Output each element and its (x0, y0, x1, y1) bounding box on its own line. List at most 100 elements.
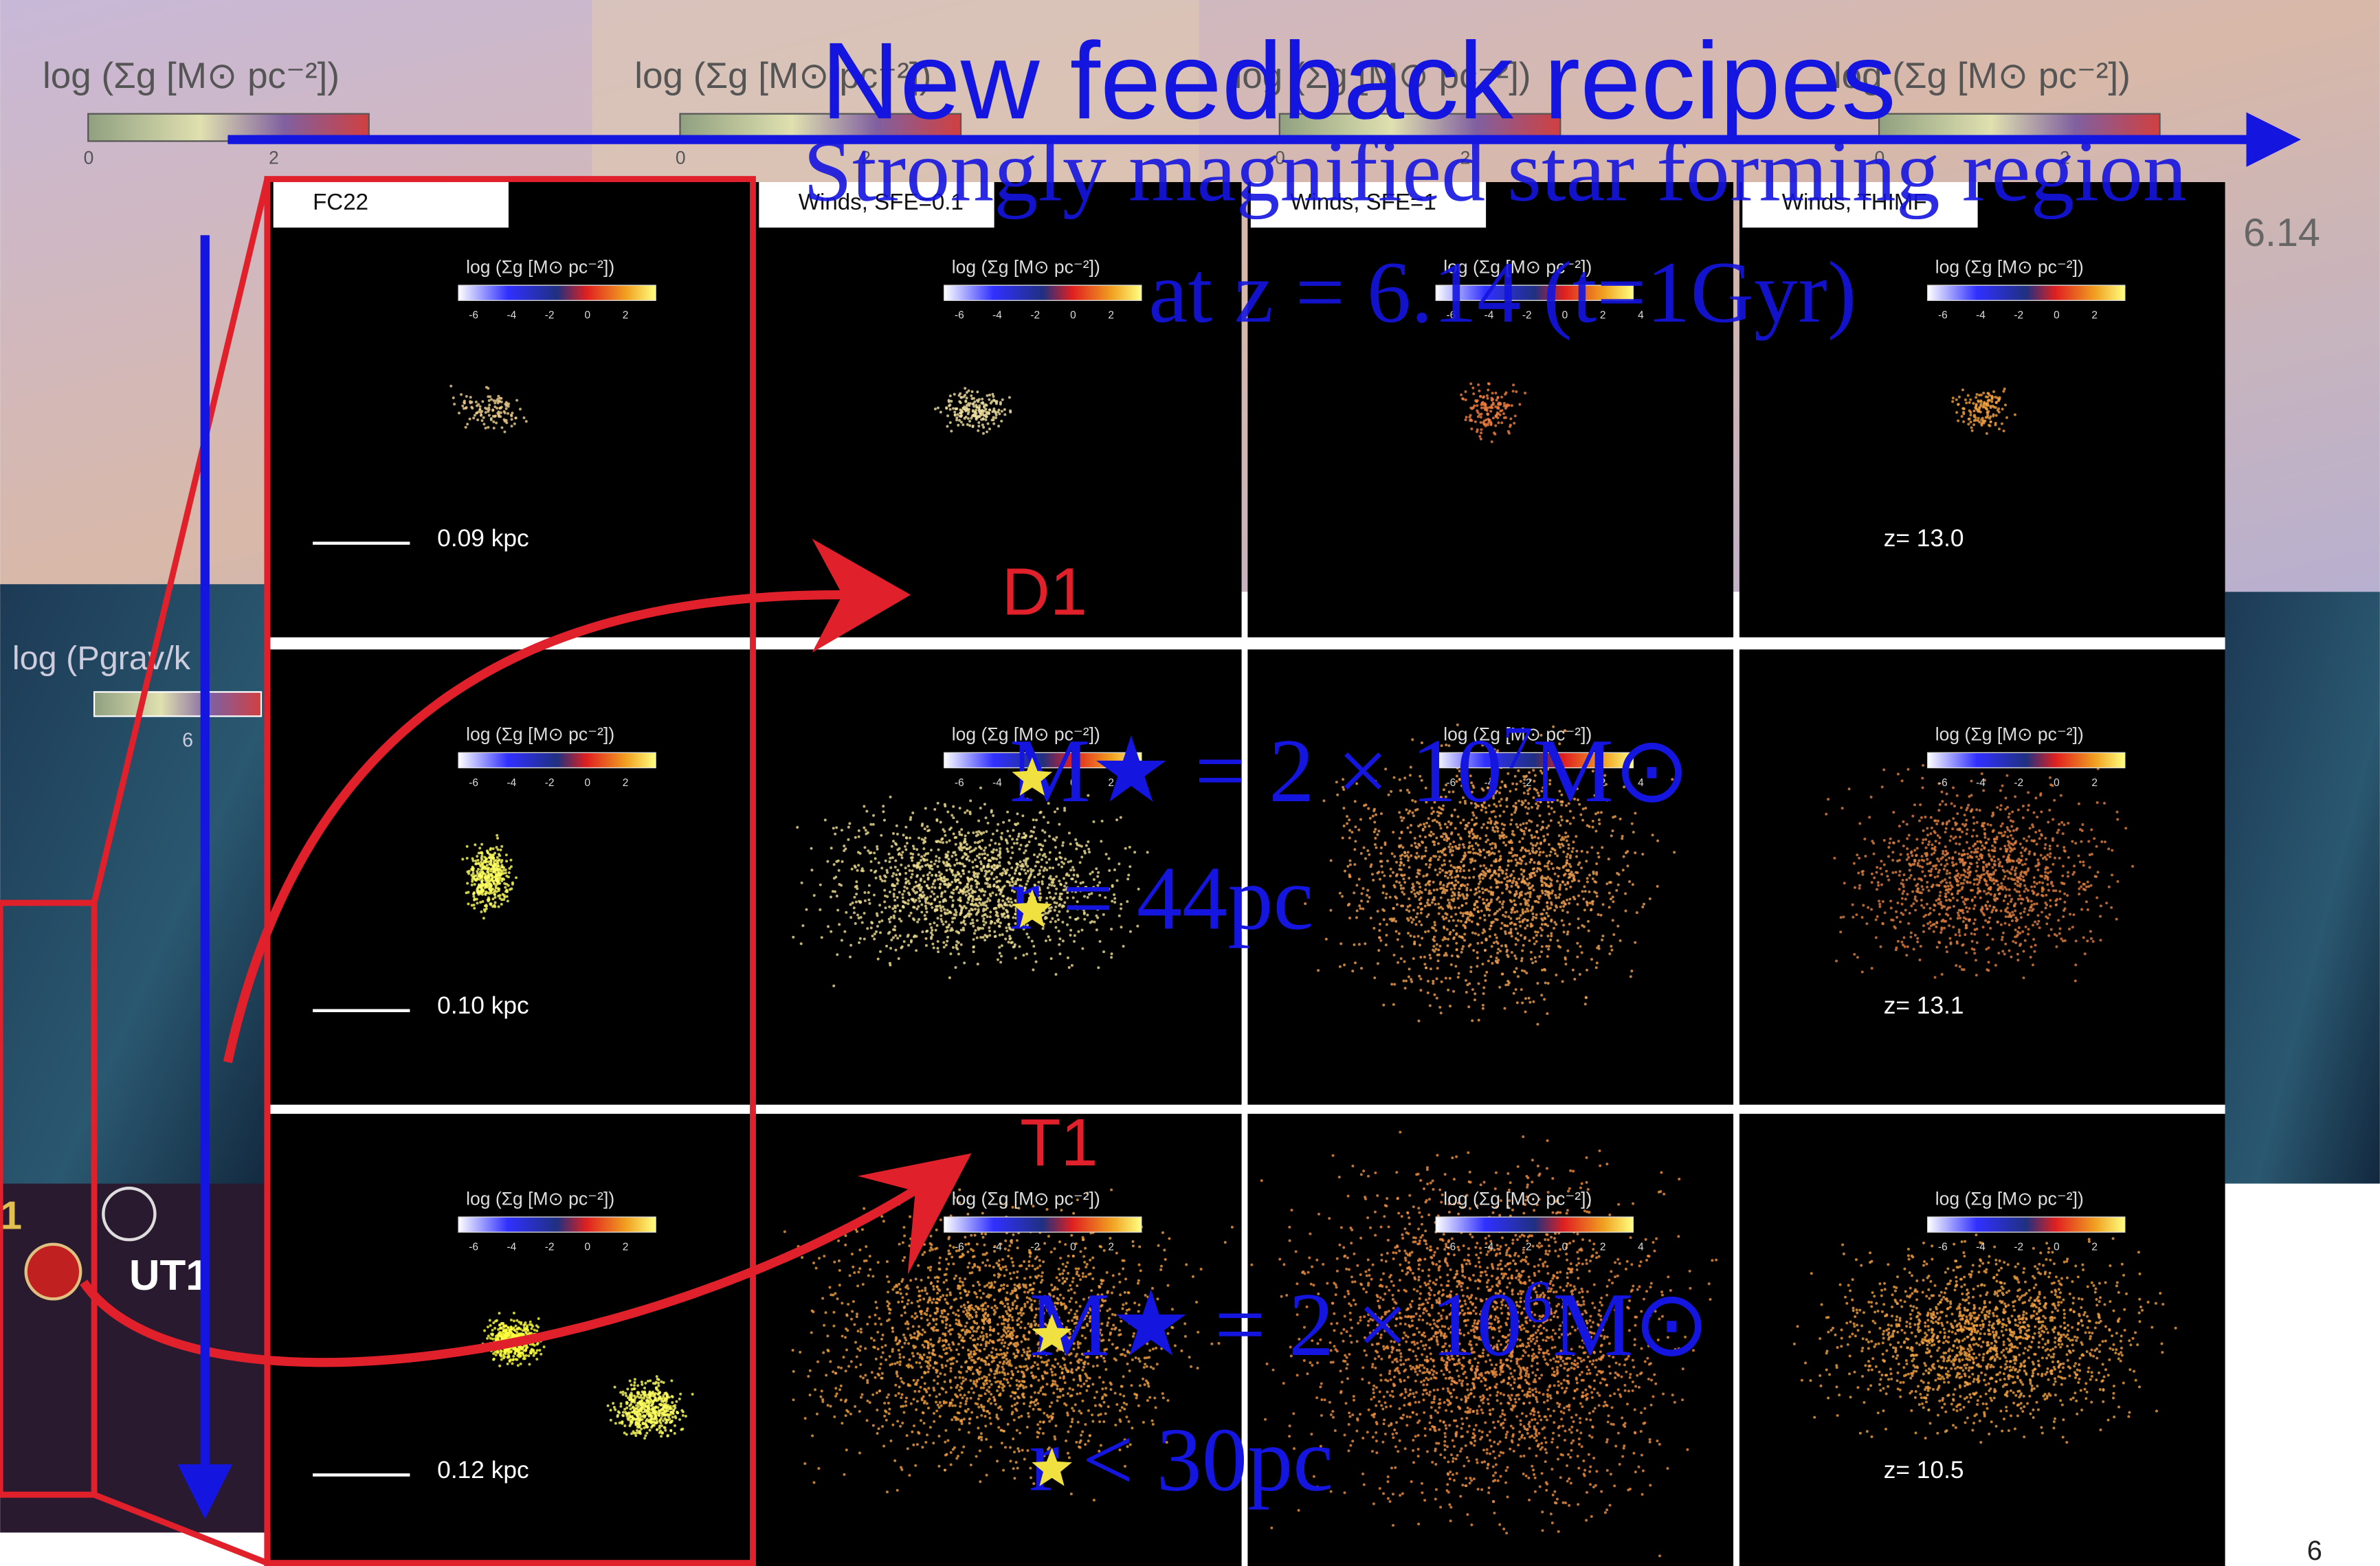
particle (1548, 891, 1550, 893)
particle (1469, 915, 1472, 917)
particle (977, 905, 979, 908)
particle (1486, 827, 1489, 829)
particle (1868, 816, 1871, 818)
particle (1963, 869, 1966, 871)
particle (1528, 997, 1531, 1000)
particle (1360, 893, 1363, 895)
particle (1975, 959, 1977, 961)
particle (1550, 892, 1553, 895)
particle (1517, 939, 1520, 941)
particle (513, 423, 516, 425)
particle (1541, 923, 1544, 926)
particle (888, 918, 891, 921)
particle (1494, 860, 1497, 863)
particle (1100, 840, 1102, 842)
particle (1475, 836, 1478, 839)
particle (1432, 927, 1435, 930)
particle (472, 869, 475, 872)
particle (999, 852, 1001, 855)
particle (952, 873, 955, 876)
particle (1552, 867, 1555, 870)
particle (1978, 881, 1981, 884)
particle (874, 871, 876, 873)
particle (1425, 822, 1428, 825)
particle (1501, 973, 1504, 976)
particle (1472, 949, 1475, 952)
particle (1410, 935, 1412, 937)
particle (1416, 881, 1419, 884)
particle (1444, 891, 1447, 894)
particle (1499, 858, 1502, 860)
particle (1945, 946, 1948, 948)
particle (981, 927, 984, 930)
particle (1420, 908, 1423, 910)
particle (957, 952, 960, 955)
particle (1914, 934, 1917, 937)
particle (924, 905, 927, 908)
colorbar-title: log (Σg [M⊙ pc⁻²]) (466, 257, 614, 278)
particle (1469, 416, 1471, 418)
particle (902, 834, 905, 836)
particle (1410, 917, 1412, 919)
particle (1947, 891, 1950, 894)
particle (1445, 977, 1447, 980)
particle (485, 857, 488, 860)
particle (1610, 945, 1612, 948)
particle (484, 910, 487, 913)
particle (891, 845, 893, 848)
particle (1515, 988, 1517, 991)
particle (1399, 864, 1401, 866)
particle (959, 396, 962, 399)
scale-label: 0.09 kpc (437, 525, 529, 552)
particle (1436, 997, 1438, 1000)
particle (1348, 875, 1351, 878)
particle (1616, 925, 1619, 928)
particle (1986, 823, 1989, 826)
particle (992, 418, 995, 421)
particle (2068, 928, 2071, 930)
particle (884, 880, 887, 882)
particle (1446, 826, 1449, 829)
particle (913, 906, 915, 909)
particle (1465, 416, 1468, 418)
particle (876, 925, 879, 928)
particle (1380, 865, 1383, 868)
particle (2063, 882, 2066, 885)
particle (1948, 820, 1950, 823)
particle (1561, 980, 1564, 983)
particle (964, 394, 966, 396)
particle (1979, 403, 1982, 406)
particle (805, 908, 808, 911)
particle (1981, 772, 1983, 775)
particle (1999, 861, 2001, 864)
particle (946, 854, 948, 857)
particle (853, 911, 856, 914)
particle (1437, 959, 1440, 962)
particle (1482, 1007, 1484, 1010)
particle (946, 936, 949, 939)
particle (1456, 870, 1458, 873)
particle (967, 831, 970, 834)
particle (1506, 875, 1509, 878)
particle (1531, 849, 1534, 852)
particle (1432, 949, 1434, 952)
particle (1933, 904, 1935, 906)
particle (948, 403, 951, 406)
particle (984, 882, 987, 884)
particle (836, 909, 839, 912)
particle (1489, 852, 1492, 855)
particle (971, 903, 974, 906)
particle (925, 907, 928, 910)
particle (1608, 952, 1611, 955)
particle (959, 415, 962, 418)
particle (2111, 849, 2113, 852)
particle (480, 865, 482, 868)
particle (461, 405, 464, 407)
particle (1110, 956, 1113, 959)
particle (1509, 418, 1512, 421)
particle (1544, 893, 1547, 896)
particle (1401, 891, 1403, 893)
particle (903, 886, 906, 888)
particle (1875, 918, 1878, 921)
particle (453, 403, 456, 405)
